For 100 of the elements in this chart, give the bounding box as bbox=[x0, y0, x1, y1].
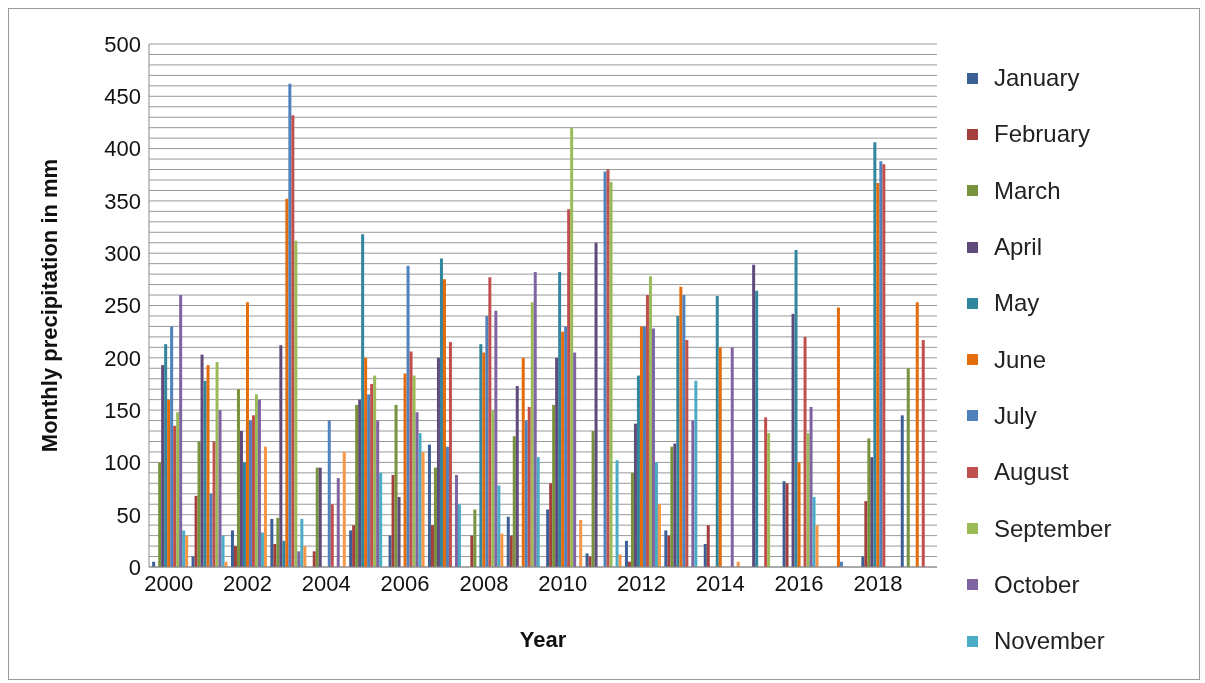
bar bbox=[791, 313, 795, 567]
bar bbox=[209, 493, 213, 567]
bar bbox=[376, 420, 380, 567]
bar bbox=[703, 543, 707, 567]
bar bbox=[185, 535, 189, 567]
bar bbox=[509, 535, 513, 567]
x-tick-label: 2010 bbox=[538, 570, 588, 596]
bar bbox=[291, 115, 295, 567]
bar bbox=[312, 551, 316, 567]
x-tick-label: 2006 bbox=[380, 570, 430, 596]
y-axis-title: Monthly precipitation in mm bbox=[36, 158, 62, 453]
bar bbox=[367, 394, 371, 567]
bar bbox=[900, 415, 904, 567]
x-axis-title: Year bbox=[519, 627, 567, 652]
bar bbox=[442, 279, 446, 567]
bar bbox=[161, 365, 165, 567]
bar bbox=[521, 357, 525, 567]
bar bbox=[336, 478, 340, 567]
bar bbox=[245, 302, 249, 567]
bar bbox=[594, 242, 598, 567]
bar bbox=[394, 404, 398, 567]
bar bbox=[691, 420, 695, 567]
bar bbox=[218, 410, 222, 567]
x-tick-label: 2012 bbox=[617, 570, 666, 596]
bar bbox=[633, 423, 637, 567]
bar bbox=[273, 543, 277, 567]
bar bbox=[533, 272, 537, 567]
bar bbox=[361, 234, 365, 567]
bar bbox=[457, 504, 461, 567]
bar bbox=[485, 315, 489, 567]
bar bbox=[555, 357, 559, 567]
bar bbox=[482, 352, 486, 567]
bar bbox=[182, 530, 186, 567]
bar bbox=[836, 307, 840, 567]
y-tick-label: 250 bbox=[104, 293, 141, 319]
bar bbox=[358, 399, 362, 567]
bar bbox=[342, 451, 346, 567]
bar bbox=[230, 530, 234, 567]
y-tick-label: 350 bbox=[104, 188, 141, 214]
bar bbox=[282, 540, 286, 567]
bar bbox=[242, 462, 246, 567]
bar bbox=[212, 441, 216, 567]
bar bbox=[206, 365, 210, 567]
bar bbox=[327, 420, 331, 567]
bar bbox=[552, 404, 556, 567]
bar bbox=[288, 83, 292, 567]
bar bbox=[194, 495, 198, 567]
legend-label: March bbox=[993, 175, 1062, 206]
x-tick-label: 2002 bbox=[223, 570, 272, 596]
bar bbox=[257, 399, 261, 567]
bar bbox=[570, 127, 574, 567]
bar bbox=[527, 406, 531, 567]
bar bbox=[251, 415, 255, 567]
bar bbox=[294, 240, 298, 567]
bar bbox=[630, 472, 634, 567]
bar bbox=[524, 420, 528, 567]
bar bbox=[270, 518, 274, 567]
bar bbox=[221, 535, 225, 567]
y-tick-label: 150 bbox=[104, 397, 141, 423]
bar bbox=[415, 412, 419, 567]
bar bbox=[573, 352, 577, 567]
bar bbox=[330, 504, 334, 567]
bar bbox=[512, 436, 516, 567]
y-tick-label: 300 bbox=[104, 241, 141, 267]
y-tick-label: 450 bbox=[104, 84, 141, 110]
bar bbox=[439, 258, 443, 567]
bar bbox=[500, 533, 504, 567]
bar bbox=[167, 399, 171, 567]
bar bbox=[391, 474, 395, 567]
legend-label: July bbox=[993, 400, 1038, 431]
y-tick-label: 50 bbox=[116, 502, 141, 528]
bar bbox=[767, 433, 771, 567]
bar bbox=[609, 182, 613, 567]
bar bbox=[873, 142, 877, 567]
bar bbox=[915, 302, 919, 567]
bar bbox=[421, 451, 425, 567]
y-tick-label: 100 bbox=[104, 450, 141, 476]
legend-label: May bbox=[993, 288, 1041, 319]
bar bbox=[651, 328, 655, 567]
bar bbox=[352, 525, 356, 567]
bar bbox=[809, 406, 813, 567]
bar bbox=[558, 272, 562, 567]
bar bbox=[730, 347, 734, 567]
bar bbox=[176, 412, 180, 567]
bar bbox=[364, 357, 368, 567]
bar bbox=[233, 546, 237, 567]
bar bbox=[921, 340, 925, 567]
bar bbox=[285, 198, 289, 567]
bar bbox=[254, 394, 258, 567]
y-tick-label: 200 bbox=[104, 345, 141, 371]
bar bbox=[567, 209, 571, 567]
bar bbox=[515, 386, 519, 567]
bar bbox=[260, 532, 264, 567]
bar bbox=[506, 516, 510, 567]
bar bbox=[764, 417, 768, 567]
bar bbox=[667, 535, 671, 567]
bar bbox=[546, 509, 550, 567]
bar bbox=[263, 446, 267, 567]
bar bbox=[645, 295, 649, 567]
bar bbox=[170, 326, 174, 567]
